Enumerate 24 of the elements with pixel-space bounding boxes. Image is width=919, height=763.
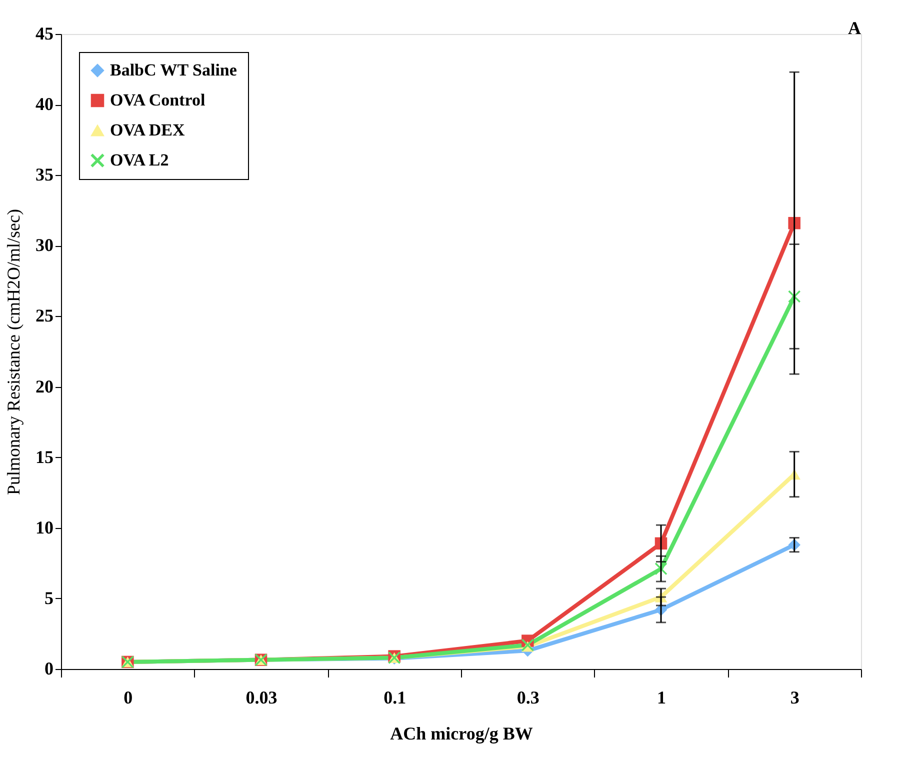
x-tick-label: 0.3 bbox=[516, 688, 540, 708]
y-tick-label: 20 bbox=[36, 376, 54, 396]
legend-label: OVA DEX bbox=[110, 120, 186, 140]
x-axis-title: ACh microg/g BW bbox=[390, 724, 533, 744]
y-tick-label: 5 bbox=[44, 588, 54, 608]
legend-label: OVA Control bbox=[110, 90, 206, 110]
y-tick-label: 10 bbox=[36, 517, 54, 538]
x-tick-label: 0 bbox=[124, 688, 133, 708]
point bbox=[522, 638, 534, 652]
legend-label: OVA L2 bbox=[110, 150, 169, 170]
annotation: A bbox=[848, 18, 861, 38]
y-tick-label: 25 bbox=[36, 306, 54, 326]
y-tick-label: 15 bbox=[36, 446, 54, 467]
y-tick-label: 40 bbox=[36, 94, 54, 114]
y-tick-label: 30 bbox=[36, 235, 54, 256]
x-tick-label: 3 bbox=[790, 688, 800, 708]
legend-label: BalbC WT Saline bbox=[110, 60, 238, 80]
x-tick-label: 1 bbox=[657, 688, 666, 708]
y-tick-label: 45 bbox=[36, 24, 54, 44]
y-tick-label: 35 bbox=[36, 164, 54, 185]
y-axis-title: Pulmonary Resistance (cmH2O/ml/sec) bbox=[4, 209, 24, 495]
x-tick-label: 0.03 bbox=[246, 688, 278, 708]
y-tick-label: 0 bbox=[44, 658, 54, 678]
x-tick-label: 0.1 bbox=[384, 688, 406, 708]
